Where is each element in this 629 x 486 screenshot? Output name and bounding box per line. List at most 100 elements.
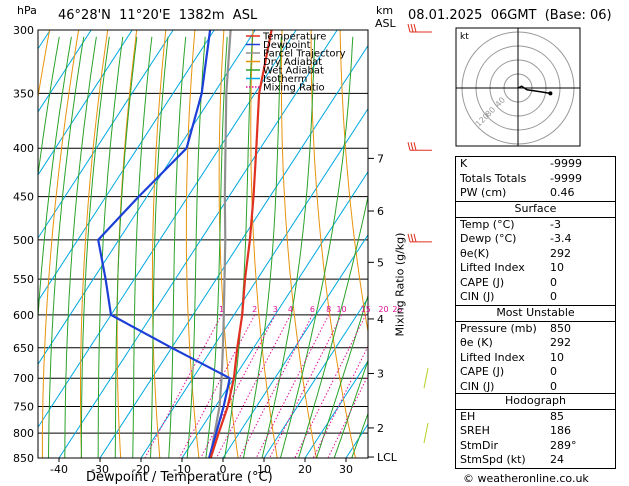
isotherm-line [304,360,368,458]
hodograph_table-row: StmDir 289° [456,439,615,454]
x-tick-label: 30 [339,463,353,476]
most_unstable-row-label: CIN (J) [460,379,495,393]
credit-text[interactable]: © weatheronline.co.uk [463,472,589,485]
legend-label: Mixing Ratio [263,83,325,94]
parcel-trajectory-line [208,30,232,458]
x-axis-title: Dewpoint / Temperature (°C) [86,470,273,485]
x-tick-label: 20 [298,463,312,476]
hodograph-trace [517,85,551,95]
location-title: 46°28'N 11°20'E 1382m ASL [58,8,258,23]
surface-row-value: -3.4 [550,232,572,245]
wet-adiabat-line [205,36,228,458]
hodograph_table-row-value: 186 [550,424,571,437]
surface-row: CIN (J) 0 [456,290,615,305]
most_unstable-row: Lifted Index 10 [456,351,615,366]
dry-adiabat-line [339,30,368,335]
wind-barb-flag [407,233,411,243]
most_unstable-row-label: CAPE (J) [460,365,505,378]
wet-adiabat-line [261,36,316,458]
wet-adiabat-line [316,293,368,458]
wet-adiabat-line [132,36,153,458]
hodograph_table-row: EH 85 [456,408,615,425]
hodograph_table-row-label: SREH [460,424,490,437]
wet-adiabat-line [242,36,282,458]
surface-row: Dewp (°C) -3.4 [456,232,615,247]
surface-title: Surface [514,202,557,215]
mixing-ratio-line [178,314,256,458]
mixing-ratio-axis-title: Mixing Ratio (g/kg) [393,232,407,337]
wet-adiabat-line [114,36,138,458]
most_unstable-row-value: 292 [550,336,571,349]
indices-row-label: K [460,157,468,170]
hodograph-table-title: Hodograph [505,394,566,407]
wind-barb-flag [413,142,417,151]
dry-adiabat-line [218,30,239,458]
surface-row-label: Dewp (°C) [460,232,517,245]
mixing-ratio-label: 2 [252,305,257,314]
isotherm-line [38,30,174,239]
mixing-ratio-label: 3 [273,305,278,314]
indices-row-label: Totals Totals [460,171,527,185]
pressure-tick-label: 500 [13,234,34,247]
legend-label: Dry Adiabat [263,57,322,68]
hodograph-end-marker [548,91,553,96]
most_unstable-row-value: 0 [550,379,557,393]
isotherm-line [140,107,368,458]
wind-barb-flag [413,233,417,243]
most-unstable-title: Most Unstable [496,306,575,319]
surface-table: Surface Temp (°C) -3 Dewp (°C) -3.4 θe(K) 292… [455,201,616,306]
x-tick-label: -40 [50,463,68,476]
most_unstable-row-value: 850 [550,321,571,335]
mixing-ratio-line [144,314,222,458]
dry-adiabat-line [80,30,109,458]
mixing-ratio-label: 25 [392,305,402,314]
indices-row-value: 0.46 [550,186,575,199]
mixing-ratio-line [327,374,368,458]
mixing-ratio-line [200,314,276,458]
most_unstable-row: Pressure (mb) 850 [456,320,615,337]
x-tick-label: 0 [220,463,227,476]
hodograph_table-row-value: 289° [550,438,577,452]
wind-barb-flag [410,142,414,151]
wet-adiabat-line [186,36,206,458]
mixing-ratio-label: 10 [336,305,346,314]
most_unstable-row-value: 0 [550,365,557,378]
wet-adiabat-line [64,36,97,458]
most_unstable-row: CAPE (J) 0 [456,365,615,380]
isotherm-line [58,30,338,458]
pressure-tick-label: 350 [13,87,34,100]
wind-barb-flag [407,23,411,33]
hodograph_table-row-value: 24 [550,453,564,466]
indices-table: K -9999 Totals Totals -9999 PW (cm) 0.46 [455,156,616,202]
x-tick-label: 10 [257,463,271,476]
mixing-ratio-label: 20 [378,305,388,314]
wet-adiabat-line [150,36,169,458]
mixing-ratio-label: 1 [219,305,224,314]
mixing-ratio-line [269,314,343,458]
hodograph-table: Hodograph EH 85 SREH 186 StmDir 289° StmSpd (k… [455,393,616,469]
wet-adiabat-line [48,36,85,458]
wet-adiabat-line [38,36,72,326]
surface-row-label: Lifted Index [460,261,525,274]
indices-row-value: -9999 [550,171,582,185]
pressure-tick-label: 800 [13,427,34,440]
km-tick-label: 7 [377,152,384,165]
hodograph_table-row-value: 85 [550,409,564,423]
hodograph_table-row-label: EH [460,409,476,423]
hodograph_table-row-label: StmDir [460,438,499,452]
wind-barb [423,368,429,389]
mixing-ratio-label: 4 [288,305,293,314]
most-unstable-table: Most Unstable Pressure (mb) 850 θe (K) 292 L… [455,305,616,395]
wet-adiabat-line [168,36,187,458]
km-tick-label: 2 [377,422,384,435]
wind-barb-flag [407,142,411,151]
pressure-tick-label: 550 [13,273,34,286]
pressure-tick-label: 700 [13,372,34,385]
most_unstable-row-label: θe (K) [460,336,493,349]
isotherm-line [38,30,215,302]
mixing-ratio-line [238,314,313,458]
indices-row-value: -9999 [550,157,582,170]
most_unstable-row: CIN (J) 0 [456,380,615,395]
